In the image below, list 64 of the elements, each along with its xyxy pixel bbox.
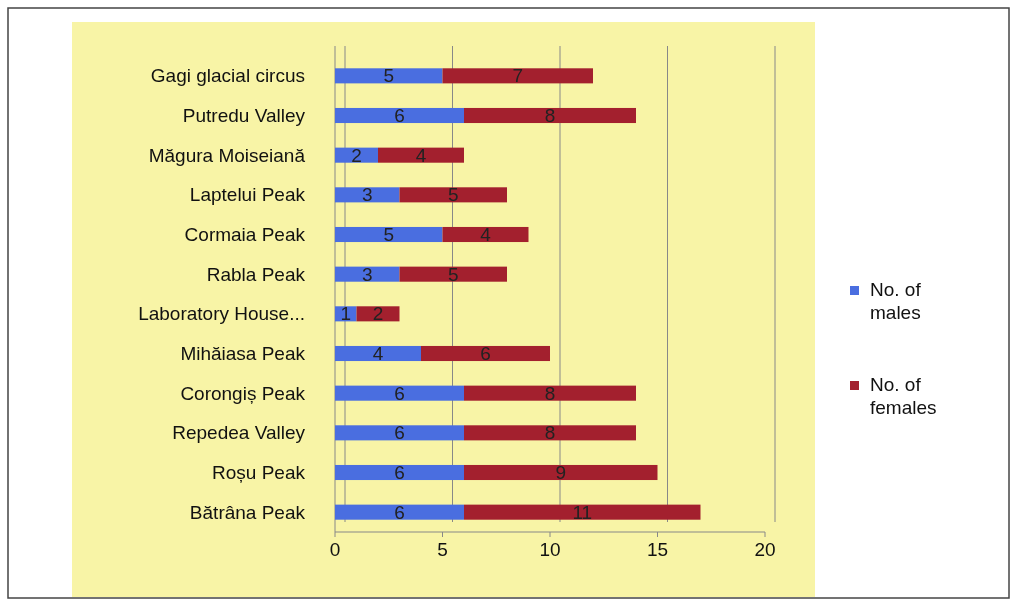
y-tick-label: Mihăiasa Peak: [180, 343, 306, 365]
data-label: 2: [372, 303, 384, 325]
data-label: 11: [572, 501, 593, 523]
bar: [335, 266, 400, 282]
bar: [442, 226, 529, 243]
bar: [335, 345, 421, 362]
x-tick-label: 20: [754, 539, 776, 560]
y-tick-label: Cormaia Peak: [184, 224, 306, 246]
x-tick-label: 10: [539, 539, 561, 560]
bar: [421, 345, 550, 362]
data-label: 2: [351, 144, 362, 166]
data-label: 5: [447, 184, 459, 206]
data-label: 5: [447, 263, 459, 285]
legend-label: No. of females: [870, 374, 937, 418]
data-label: 7: [512, 65, 524, 87]
data-label: 6: [394, 462, 405, 484]
data-label: 8: [544, 105, 556, 127]
y-tick-label: Măgura Moiseiană: [148, 144, 306, 166]
data-label: 6: [480, 343, 491, 365]
data-label: 8: [544, 422, 556, 444]
bar: [335, 464, 464, 481]
bar: [378, 147, 464, 163]
y-tick-label: Roșu Peak: [212, 462, 306, 484]
bar: [335, 107, 464, 124]
y-tick-label: Putredu Valley: [182, 105, 306, 127]
data-label: 4: [372, 343, 384, 365]
data-label: 4: [415, 144, 427, 166]
data-label: 8: [544, 382, 556, 404]
bar: [335, 504, 464, 520]
y-tick-label: Bătrâna Peak: [189, 501, 306, 523]
data-label: 6: [394, 501, 405, 523]
bar: [464, 464, 658, 481]
bar: [335, 425, 464, 441]
legend-label: No. of males: [870, 279, 922, 323]
data-label: 9: [555, 462, 567, 484]
data-label: 5: [383, 65, 395, 87]
data-label: 4: [480, 224, 492, 246]
bar: [442, 68, 593, 84]
x-tick-label: 15: [646, 539, 669, 560]
bar: [464, 385, 636, 401]
data-label: 6: [394, 422, 405, 444]
y-tick-label: Gagi glacial circus: [150, 65, 305, 87]
bar: [464, 425, 636, 441]
bar: [335, 385, 464, 401]
y-tick-label: Laboratory House...: [138, 303, 305, 325]
bar: [399, 266, 507, 282]
bar: [399, 187, 507, 203]
y-tick-label: Rabla Peak: [206, 263, 306, 285]
data-label: 5: [383, 224, 395, 246]
data-label: 3: [361, 263, 373, 285]
bar: [464, 504, 701, 520]
data-label: 1: [340, 303, 352, 325]
y-tick-label: Laptelui Peak: [189, 184, 306, 206]
data-label: 3: [361, 184, 373, 206]
bar: [335, 187, 400, 203]
data-label: 6: [394, 382, 405, 404]
bar: [464, 107, 636, 124]
bar: [335, 226, 443, 243]
data-label: 6: [394, 105, 405, 127]
x-tick-label: 5: [437, 539, 448, 560]
y-tick-label: Corongiș Peak: [180, 382, 306, 404]
y-tick-label: Repedea Valley: [172, 422, 306, 444]
x-tick-label: 0: [329, 539, 341, 560]
bar: [335, 68, 443, 84]
